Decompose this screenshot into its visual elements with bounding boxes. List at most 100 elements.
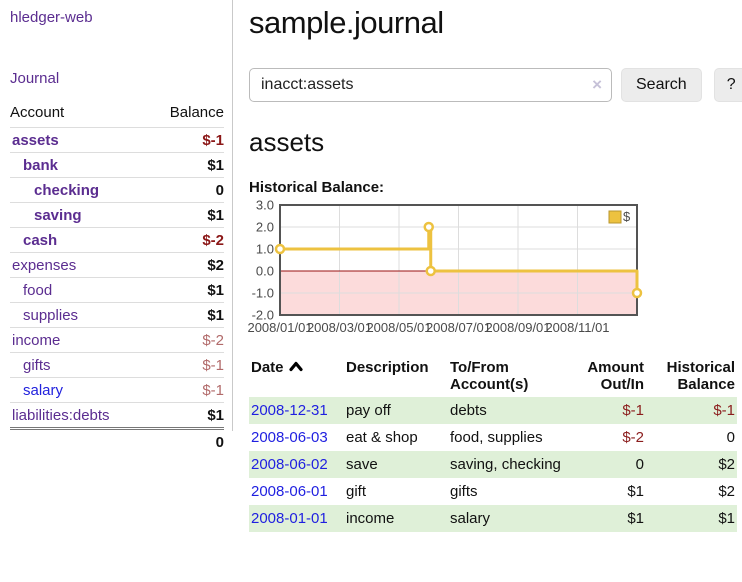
- transaction-accounts: food, supplies: [450, 429, 543, 446]
- transaction-date-link[interactable]: 2008-01-01: [251, 510, 328, 527]
- svg-text:2008/09/01: 2008/09/01: [485, 320, 550, 335]
- account-column-header: Account: [10, 104, 65, 121]
- page-title: sample.journal: [249, 5, 444, 40]
- account-balance: $1: [148, 402, 224, 429]
- help-button[interactable]: ?: [713, 68, 742, 102]
- account-link-salary[interactable]: salary: [23, 382, 64, 399]
- sidebar: hledger-web Journal Account Balance asse…: [0, 0, 233, 454]
- transaction-description: pay off: [344, 397, 448, 424]
- svg-text:3.0: 3.0: [256, 198, 274, 213]
- clear-search-icon[interactable]: ×: [592, 75, 602, 94]
- account-row: food $1: [10, 277, 224, 303]
- transaction-description: income: [344, 505, 448, 532]
- account-balance: $-2: [148, 327, 224, 353]
- svg-text:2008/01/01: 2008/01/01: [247, 320, 312, 335]
- transaction-description: gift: [346, 483, 367, 500]
- transaction-date-link[interactable]: 2008-06-02: [251, 456, 328, 473]
- app: hledger-web Journal Account Balance asse…: [0, 0, 742, 532]
- account-row: supplies $1: [10, 302, 224, 328]
- account-link-bank[interactable]: bank: [23, 157, 59, 174]
- balance-column-header: Balance: [169, 104, 224, 121]
- transaction-date-link[interactable]: 2008-06-03: [251, 429, 328, 446]
- register-row[interactable]: 2008-06-02 save saving, checking 0 $2: [249, 451, 737, 478]
- account-row: bank $1: [10, 152, 224, 178]
- search-form: × Search ?: [249, 68, 742, 102]
- register-row[interactable]: 2008-06-03 eat & shop food, supplies $-2…: [249, 424, 737, 451]
- account-link-expenses[interactable]: expenses: [12, 257, 77, 274]
- account-balance: $1: [148, 152, 224, 178]
- account-link-supplies[interactable]: supplies: [23, 307, 79, 324]
- register-header-description: Description: [346, 359, 429, 376]
- account-balance: 0: [148, 177, 224, 203]
- register-header-row: Date Description To/From Account(s) Amou…: [249, 357, 737, 397]
- account-balance: $1: [148, 277, 224, 303]
- svg-text:$: $: [623, 209, 631, 224]
- transaction-amount: 0: [569, 451, 646, 478]
- account-link-food[interactable]: food: [23, 282, 53, 299]
- account-row: cash $-2: [10, 227, 224, 253]
- register-header-balance: Historical Balance: [666, 359, 735, 393]
- sidebar-item-journal[interactable]: Journal: [10, 70, 60, 87]
- svg-text:-1.0: -1.0: [252, 286, 274, 301]
- journal-nav: Journal: [10, 70, 224, 88]
- transaction-accounts: saving, checking: [448, 451, 569, 478]
- transaction-date-link[interactable]: 2008-06-01: [251, 483, 328, 500]
- svg-text:0.0: 0.0: [256, 264, 274, 279]
- accounts-total-row: 0: [10, 427, 224, 454]
- historical-balance-chart: $3.0 2.0 1.0 0.0 -1.0 -2.0 2008/01/01 2008/03/0…: [247, 198, 643, 337]
- account-balance: $-1: [148, 127, 224, 153]
- register-row[interactable]: 2008-06-01 gift gifts $1 $2: [249, 478, 737, 505]
- transaction-amount: $1: [627, 483, 644, 500]
- transaction-accounts: gifts: [450, 483, 478, 500]
- svg-text:2008/05/01: 2008/05/01: [366, 320, 431, 335]
- transaction-accounts: debts: [448, 397, 569, 424]
- transaction-date-link[interactable]: 2008-12-31: [251, 402, 328, 419]
- accounts-balance-table: Account Balance assets $-1 bank $1 check…: [10, 104, 224, 454]
- account-row: liabilities:debts $1: [10, 402, 224, 429]
- svg-text:2008/11/01: 2008/11/01: [545, 320, 609, 335]
- account-link-cash[interactable]: cash: [23, 232, 58, 249]
- account-row: salary $-1: [10, 377, 224, 403]
- search-button[interactable]: Search: [621, 68, 702, 102]
- account-link-saving[interactable]: saving: [34, 207, 82, 224]
- account-row: assets $-1: [10, 127, 224, 153]
- transaction-description: save: [344, 451, 448, 478]
- account-balance: $-1: [148, 352, 224, 378]
- account-balance: $1: [148, 302, 224, 328]
- transaction-balance: $2: [646, 451, 737, 478]
- transaction-balance: $2: [718, 483, 735, 500]
- date-header-label: Date: [251, 359, 284, 376]
- historical-balance-label: Historical Balance:: [249, 179, 385, 196]
- account-link-assets[interactable]: assets: [12, 132, 59, 149]
- account-link-gifts[interactable]: gifts: [23, 357, 51, 374]
- app-title: hledger-web: [10, 9, 224, 27]
- svg-text:-2.0: -2.0: [252, 308, 274, 323]
- app-title-link[interactable]: hledger-web: [10, 9, 93, 26]
- svg-text:2008/03/01: 2008/03/01: [307, 320, 372, 335]
- transaction-amount: $-1: [569, 397, 646, 424]
- account-balance: $-2: [148, 227, 224, 253]
- transaction-balance: $1: [646, 505, 737, 532]
- account-balance: $-1: [148, 377, 224, 403]
- sort-ascending-icon: [288, 359, 303, 376]
- transaction-balance: 0: [726, 429, 735, 446]
- transaction-accounts: salary: [448, 505, 569, 532]
- accounts-total-value: 0: [148, 427, 224, 454]
- register-header-date[interactable]: Date: [249, 357, 344, 397]
- account-link-liabilities-debts[interactable]: liabilities:debts: [12, 407, 110, 424]
- transaction-amount: $-2: [622, 429, 644, 446]
- svg-text:2008/07/01: 2008/07/01: [426, 320, 491, 335]
- search-input[interactable]: [249, 68, 612, 102]
- account-row: saving $1: [10, 202, 224, 228]
- account-link-income[interactable]: income: [12, 332, 61, 349]
- transaction-description: eat & shop: [346, 429, 418, 446]
- svg-text:1.0: 1.0: [256, 242, 274, 257]
- account-link-checking[interactable]: checking: [34, 182, 100, 199]
- svg-text:2.0: 2.0: [256, 220, 274, 235]
- register-row[interactable]: 2008-01-01 income salary $1 $1: [249, 505, 737, 532]
- register-row[interactable]: 2008-12-31 pay off debts $-1 $-1: [249, 397, 737, 424]
- transaction-balance: $-1: [646, 397, 737, 424]
- accounts-header-row: Account Balance: [10, 104, 224, 128]
- account-row: income $-2: [10, 327, 224, 353]
- main-content: sample.journal × Search ? assets Histori…: [233, 0, 742, 532]
